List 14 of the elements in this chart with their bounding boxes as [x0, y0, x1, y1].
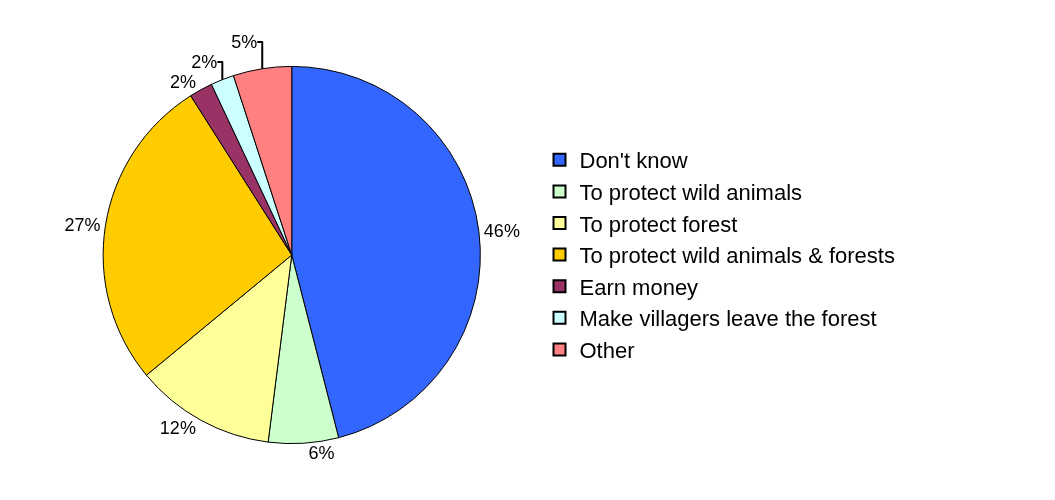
data-label: 6%: [308, 443, 335, 464]
data-label: 12%: [159, 417, 196, 438]
legend-label: To protect forest: [579, 211, 738, 237]
legend-label: Don't know: [579, 148, 688, 174]
data-label: 2%: [191, 52, 218, 73]
legend-label: Make villagers leave the forest: [579, 306, 877, 332]
legend-label: Earn money: [579, 274, 699, 300]
data-label: 2%: [169, 72, 196, 93]
legend-label: To protect wild animals & forests: [579, 243, 895, 269]
data-label: 46%: [483, 221, 520, 242]
data-label: 27%: [64, 215, 101, 236]
data-label: 5%: [231, 32, 258, 53]
legend-label: To protect wild animals: [579, 179, 803, 205]
legend-label: Other: [579, 337, 635, 363]
